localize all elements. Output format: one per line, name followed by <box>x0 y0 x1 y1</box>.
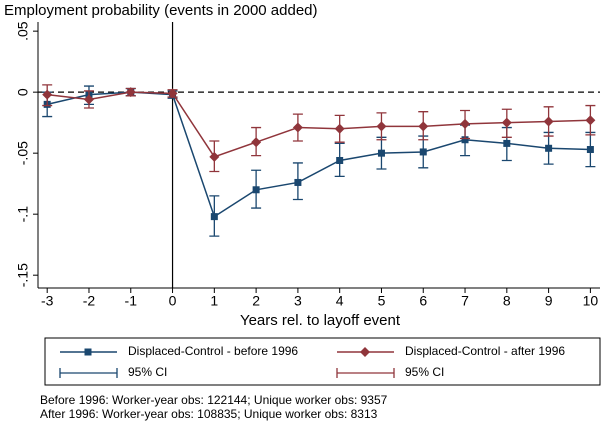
y-tick-label: .05 <box>15 21 31 41</box>
x-tick-label: -3 <box>41 293 54 309</box>
y-tick-label: -.1 <box>15 206 31 223</box>
series-line <box>47 91 591 158</box>
x-tick-label: 8 <box>503 293 511 309</box>
x-tick-label: 9 <box>545 293 553 309</box>
x-tick-label: 6 <box>419 293 427 309</box>
legend-label: 95% CI <box>405 365 444 379</box>
legend-marker <box>360 347 370 357</box>
legend-ci <box>59 368 118 378</box>
x-tick-label: 1 <box>210 293 218 309</box>
y-tick-label: 0 <box>15 88 31 96</box>
marker <box>209 151 220 162</box>
marker <box>543 116 554 127</box>
marker <box>42 89 53 100</box>
marker <box>252 186 260 194</box>
marker <box>419 148 427 156</box>
marker <box>501 117 512 128</box>
marker <box>418 121 429 132</box>
marker <box>210 213 218 221</box>
x-axis-label: Years rel. to layoff event <box>240 312 401 329</box>
marker <box>376 121 387 132</box>
legend-label: Displaced-Control - after 1996 <box>405 344 565 358</box>
marker <box>334 123 345 134</box>
marker <box>545 144 553 152</box>
legend-label: Displaced-Control - before 1996 <box>128 344 298 358</box>
x-tick-label: 5 <box>378 293 386 309</box>
x-tick-label: 7 <box>461 293 469 309</box>
marker <box>125 87 136 98</box>
x-tick-label: 0 <box>169 293 177 309</box>
marker <box>251 137 262 148</box>
legend-box <box>44 337 601 386</box>
marker <box>292 122 303 133</box>
marker <box>83 94 94 105</box>
marker <box>336 156 344 164</box>
y-tick-label: -.05 <box>15 141 31 165</box>
marker <box>585 115 596 126</box>
y-tick-label: -.15 <box>15 263 31 287</box>
legend-marker <box>84 348 92 356</box>
x-tick-label: -2 <box>83 293 96 309</box>
x-tick-label: -1 <box>125 293 138 309</box>
marker <box>586 146 594 154</box>
x-tick-label: 2 <box>252 293 260 309</box>
x-tick-label: 3 <box>294 293 302 309</box>
x-tick-label: 4 <box>336 293 344 309</box>
note: Before 1996: Worker-year obs: 122144; Un… <box>40 393 388 407</box>
marker <box>461 136 469 144</box>
chart-title: Employment probability (events in 2000 a… <box>4 2 318 19</box>
note: After 1996: Worker-year obs: 108835; Uni… <box>40 407 378 421</box>
marker <box>167 88 178 99</box>
marker <box>503 139 511 147</box>
legend-label: 95% CI <box>128 365 167 379</box>
x-tick-label: 10 <box>583 293 599 309</box>
marker <box>460 118 471 129</box>
legend-ci <box>336 368 395 378</box>
marker <box>294 178 302 186</box>
marker <box>377 149 385 157</box>
